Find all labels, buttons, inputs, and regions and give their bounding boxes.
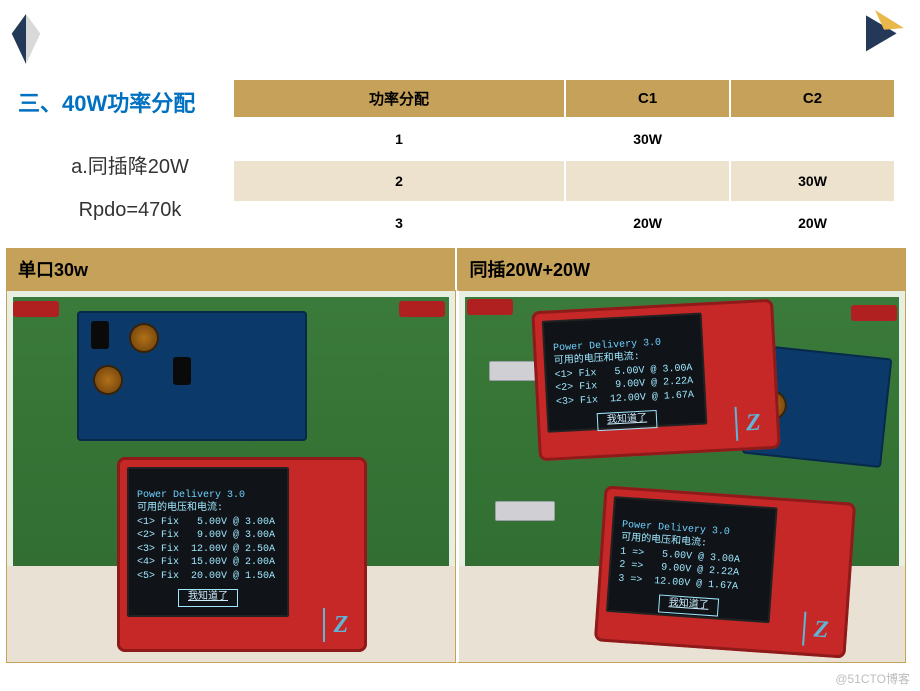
pd-tester-bottom: Power Delivery 3.0 可用的电压和电流: 1 => 5.00V …	[594, 485, 856, 658]
table-row: 3 20W 20W	[233, 202, 895, 244]
subtitle-a: a.同插降20W	[40, 150, 220, 179]
pd-line: <3> Fix 12.00V @ 2.50A	[137, 544, 275, 555]
table-row: 1 30W	[233, 118, 895, 160]
subtitle-block: a.同插降20W Rpdo=470k	[40, 132, 220, 222]
photo-row: Power Delivery 3.0 可用的电压和电流: <1> Fix 5.0…	[6, 290, 906, 663]
power-z-logo-icon: Z	[323, 608, 357, 642]
photo-single-30w: Power Delivery 3.0 可用的电压和电流: <1> Fix 5.0…	[6, 290, 456, 663]
pd-ok-button[interactable]: 我知道了	[658, 594, 719, 616]
pd-title: Power Delivery 3.0	[553, 337, 661, 354]
pd-line: <1> Fix 5.00V @ 3.00A	[137, 517, 275, 528]
pd-tester-top: Power Delivery 3.0 可用的电压和电流: <1> Fix 5.0…	[531, 299, 781, 461]
subtitle-rpdo: Rpdo=470k	[40, 199, 220, 222]
pd-title: Power Delivery 3.0	[137, 490, 245, 501]
band-left-label: 单口30w	[6, 248, 455, 290]
power-z-logo-icon: Z	[802, 612, 838, 648]
col-header: C1	[565, 79, 730, 118]
pd-line: <2> Fix 9.00V @ 3.00A	[137, 530, 275, 541]
col-header: C2	[730, 79, 895, 118]
band-right-label: 同插20W+20W	[457, 248, 906, 290]
pd-tester-single: Power Delivery 3.0 可用的电压和电流: <1> Fix 5.0…	[117, 457, 367, 652]
pd-ok-button[interactable]: 我知道了	[178, 589, 238, 607]
photo-label-band: 单口30w 同插20W+20W	[6, 248, 906, 290]
power-allocation-table: 功率分配 C1 C2 1 30W 2 30W 3 20W 20W	[232, 78, 896, 245]
pd-line: <4> Fix 15.00V @ 2.00A	[137, 557, 275, 568]
photo-dual-20w: Power Delivery 3.0 可用的电压和电流: <1> Fix 5.0…	[456, 290, 906, 663]
pd-line: <5> Fix 20.00V @ 1.50A	[137, 571, 275, 582]
watermark: @51CTO博客	[835, 670, 910, 687]
pd-ok-button[interactable]: 我知道了	[597, 410, 658, 431]
section-title: 三、40W功率分配	[18, 78, 195, 118]
col-header: 功率分配	[233, 79, 565, 118]
decor-arrow-right-icon	[862, 10, 906, 64]
decor-diamond-left-icon	[8, 14, 44, 64]
power-z-logo-icon: Z	[735, 405, 771, 441]
pd-head: 可用的电压和电流:	[137, 503, 223, 514]
table-row: 2 30W	[233, 160, 895, 202]
